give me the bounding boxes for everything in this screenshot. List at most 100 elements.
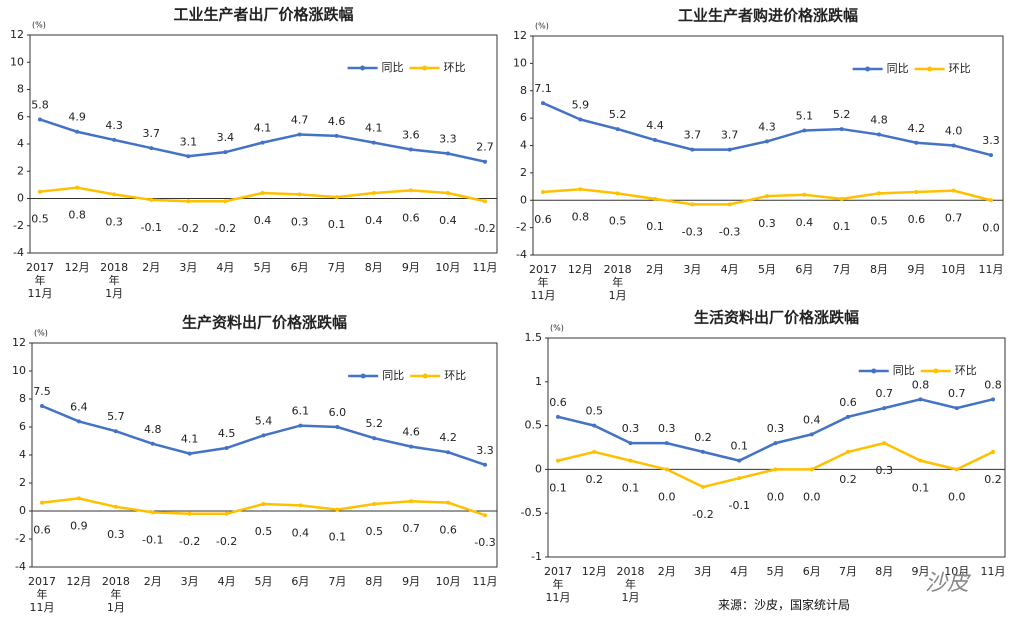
point <box>628 458 633 463</box>
y-tick-label: 10 <box>12 364 26 377</box>
point <box>372 502 377 506</box>
chart-title: 生产资料出厂价格涨跌幅 <box>182 314 347 332</box>
value-label: 7.5 <box>33 385 51 398</box>
point <box>846 449 850 454</box>
value-label: 0.7 <box>876 387 894 400</box>
point <box>918 458 923 463</box>
y-tick-label: 2 <box>520 166 527 179</box>
value-label: 3.4 <box>217 131 235 144</box>
point <box>592 449 597 454</box>
point <box>653 196 657 201</box>
source-note: 来源：沙皮，国家统计局 <box>718 598 851 612</box>
point <box>38 117 42 122</box>
x-tick-label: 2月 <box>657 565 676 578</box>
y-tick-label: 8 <box>19 392 26 405</box>
x-tick-label: 8月 <box>364 261 383 274</box>
value-label: -0.3 <box>474 536 495 549</box>
value-label: 4.2 <box>908 122 926 135</box>
point <box>773 467 778 472</box>
point <box>76 496 81 501</box>
value-label: 6.4 <box>70 400 88 413</box>
legend-marker <box>360 373 366 379</box>
value-label: 0.4 <box>365 214 383 227</box>
value-label: 0.0 <box>767 490 785 503</box>
point <box>298 503 303 508</box>
value-label: 0.5 <box>255 525 273 538</box>
x-tick-label: 11月 <box>472 575 498 588</box>
chart-title: 工业生产者购进价格涨跌幅 <box>678 7 858 25</box>
legend-label: 环比 <box>949 62 971 75</box>
point <box>409 444 414 449</box>
point <box>408 147 413 152</box>
point <box>846 414 850 419</box>
value-label: 0.6 <box>549 396 567 409</box>
value-label: 0.4 <box>796 216 814 229</box>
point <box>40 500 44 505</box>
value-label: 5.2 <box>609 108 627 121</box>
y-tick-label: 4 <box>520 139 527 152</box>
legend-marker <box>871 368 877 374</box>
y-tick-label: -4 <box>516 248 527 261</box>
value-label: 4.1 <box>365 122 383 135</box>
value-label: 4.1 <box>254 122 272 135</box>
value-label: -0.2 <box>692 508 713 521</box>
value-label: 3.1 <box>180 135 198 148</box>
x-tick-label: 7月 <box>839 565 857 578</box>
value-label: -0.1 <box>142 533 163 546</box>
value-label: 0.6 <box>908 213 926 226</box>
value-label: -0.1 <box>729 499 750 512</box>
point <box>737 476 742 481</box>
y-tick-label: 10 <box>513 56 527 69</box>
value-label: 0.3 <box>876 464 894 477</box>
point <box>483 159 487 164</box>
y-tick-label: 1 <box>535 375 542 388</box>
x-tick-label: 2017 年 11月 <box>26 261 54 300</box>
value-label: 0.8 <box>912 378 930 391</box>
value-label: 4.8 <box>870 114 888 127</box>
legend-marker <box>422 65 428 71</box>
point <box>76 419 81 424</box>
y-tick-label: 0 <box>19 504 26 517</box>
y-tick-label: 1.5 <box>525 331 543 344</box>
legend-label: 同比 <box>887 62 909 75</box>
x-tick-label: 2018 年 1月 <box>100 261 129 300</box>
y-tick-label: 12 <box>12 336 26 349</box>
x-tick-label: 8月 <box>365 575 384 588</box>
y-tick-label: 8 <box>520 84 527 97</box>
point <box>113 504 118 509</box>
point <box>727 202 732 207</box>
point <box>615 127 620 132</box>
point <box>989 198 993 203</box>
value-label: 0.2 <box>839 473 857 486</box>
value-label: -0.2 <box>474 222 495 235</box>
chart-title: 工业生产者出厂价格涨跌幅 <box>173 6 353 24</box>
x-tick-label: 4月 <box>216 261 235 274</box>
value-label: 0.4 <box>292 526 310 539</box>
y-tick-label: 6 <box>19 420 26 433</box>
point <box>615 191 620 196</box>
point <box>409 499 414 504</box>
x-tick-label: 6月 <box>291 575 310 588</box>
value-label: 6.0 <box>329 406 347 419</box>
y-tick-label: 2 <box>19 476 26 489</box>
value-label: 4.7 <box>291 113 309 126</box>
point <box>954 406 959 411</box>
point <box>664 467 669 472</box>
point <box>877 132 881 137</box>
value-label: 0.3 <box>107 528 125 541</box>
legend-label: 同比 <box>382 61 404 74</box>
value-label: 5.8 <box>31 98 49 111</box>
x-tick-label: 9月 <box>401 261 420 274</box>
point <box>701 484 705 489</box>
point <box>150 510 155 515</box>
point <box>186 199 191 204</box>
y-tick-label: 8 <box>17 83 24 96</box>
point <box>75 185 80 190</box>
x-tick-label: 6月 <box>290 261 309 274</box>
point <box>446 500 451 505</box>
point <box>260 191 265 196</box>
value-label: 0.3 <box>767 422 785 435</box>
value-label: 0.1 <box>328 218 346 231</box>
x-tick-label: 6月 <box>795 263 814 276</box>
point <box>954 467 959 472</box>
